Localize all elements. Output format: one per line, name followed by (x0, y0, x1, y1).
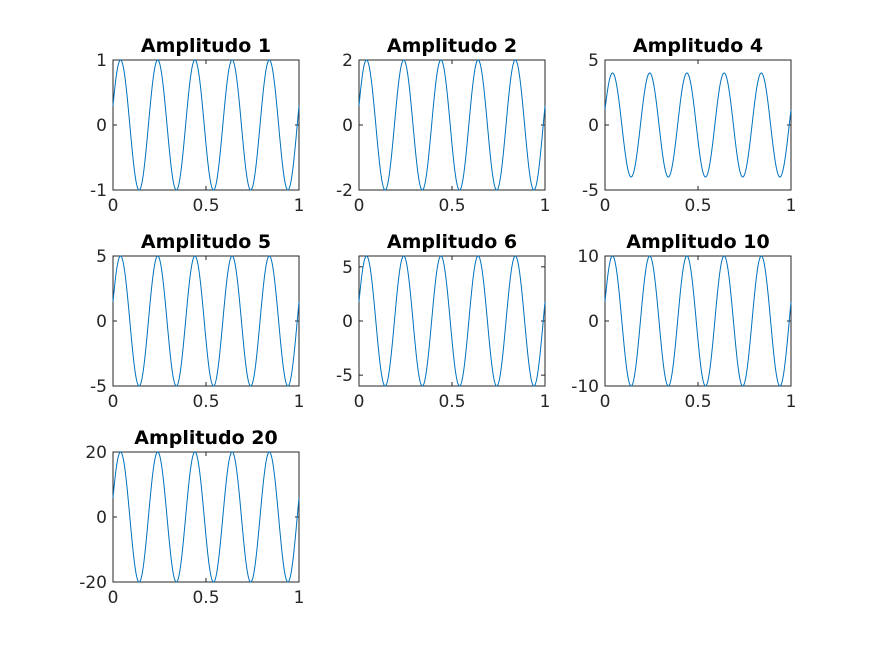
x-tick-label: 1 (540, 196, 551, 216)
x-tick-label: 0 (354, 392, 365, 412)
x-tick-label: 0 (600, 392, 611, 412)
y-tick-label: 0 (588, 116, 599, 136)
y-tick-label: 1 (96, 51, 107, 71)
subplot-4: Amplitudo 50 0.5 1-505 (90, 231, 304, 412)
y-tick-label: 0 (342, 116, 353, 136)
x-tick-label: 0.5 (438, 196, 465, 216)
x-tick-label: 0.5 (192, 392, 219, 412)
y-tick-label: -20 (79, 573, 107, 593)
y-tick-label: 0 (96, 508, 107, 528)
x-tick-label: 1 (786, 392, 797, 412)
series-line (358, 59, 546, 191)
subplot-title: Amplitudo 5 (141, 231, 271, 253)
y-tick-label: 5 (588, 51, 599, 71)
y-tick-label: 0 (588, 312, 599, 332)
x-tick-label: 1 (294, 196, 305, 216)
x-tick-label: 0.5 (438, 392, 465, 412)
x-tick-label: 0.5 (684, 196, 711, 216)
x-tick-label: 1 (540, 392, 551, 412)
axes-box (358, 255, 546, 387)
subplot-2: Amplitudo 20 0.5 1-202 (336, 35, 550, 216)
series-line (112, 255, 300, 387)
y-tick-label: -5 (336, 366, 353, 386)
axes-box (112, 59, 300, 191)
x-tick-label: 0 (108, 588, 119, 608)
x-tick-label: 0 (108, 196, 119, 216)
subplot-5: Amplitudo 60 0.5 1-505 (336, 231, 550, 412)
y-tick-label: -1 (90, 181, 107, 201)
subplot-title: Amplitudo 20 (134, 427, 277, 449)
x-tick-label: 0 (600, 196, 611, 216)
subplot-title: Amplitudo 4 (633, 35, 763, 57)
x-tick-label: 0.5 (192, 196, 219, 216)
x-tick-label: 0 (354, 196, 365, 216)
y-tick-label: -10 (571, 377, 599, 397)
subplot-title: Amplitudo 10 (626, 231, 769, 253)
subplot-1: Amplitudo 10 0.5 1-101 (90, 35, 304, 216)
x-tick-label: 1 (294, 392, 305, 412)
axes-box (604, 255, 792, 387)
x-tick-label: 1 (294, 588, 305, 608)
y-tick-label: 0 (96, 116, 107, 136)
series-line (358, 255, 546, 387)
x-tick-label: 0.5 (684, 392, 711, 412)
y-tick-label: 0 (342, 312, 353, 332)
axes-box (112, 451, 300, 583)
y-tick-label: -2 (336, 181, 353, 201)
axes-box (604, 59, 792, 191)
axes-box (358, 59, 546, 191)
series-line (112, 59, 300, 191)
y-tick-label: 0 (96, 312, 107, 332)
axes-box (112, 255, 300, 387)
x-tick-label: 1 (786, 196, 797, 216)
y-tick-label: 5 (342, 258, 353, 278)
y-tick-label: -5 (90, 377, 107, 397)
subplot-title: Amplitudo 6 (387, 231, 517, 253)
y-tick-label: -5 (582, 181, 599, 201)
x-tick-label: 0 (108, 392, 119, 412)
series-line (604, 255, 792, 387)
subplot-title: Amplitudo 1 (141, 35, 271, 57)
y-tick-label: 5 (96, 247, 107, 267)
series-line (604, 72, 792, 178)
y-tick-label: 20 (85, 443, 107, 463)
series-line (112, 451, 300, 583)
x-tick-label: 0.5 (192, 588, 219, 608)
y-tick-label: 10 (577, 247, 599, 267)
y-tick-label: 2 (342, 51, 353, 71)
subplot-3: Amplitudo 40 0.5 1-505 (582, 35, 796, 216)
subplot-title: Amplitudo 2 (387, 35, 517, 57)
